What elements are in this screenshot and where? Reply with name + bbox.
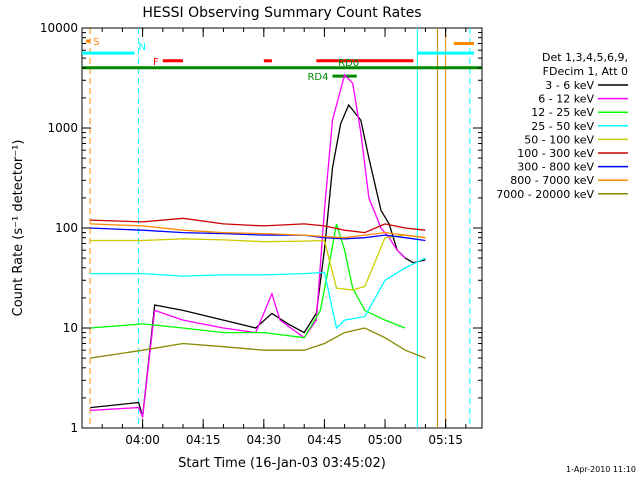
y-tick-label-2: 100 (55, 221, 78, 235)
legend: Det 1,3,4,5,6,9, FDecim 1, Att 0 3 - 6 k… (496, 51, 628, 201)
flag-label-4: F (153, 57, 159, 68)
series-line-7 (90, 223, 426, 239)
y-axis: 1 10 100 1000 10000 (40, 21, 482, 435)
flag-label-8: RD4 (307, 72, 328, 83)
plot-frame (81, 27, 483, 429)
chart-title: HESSI Observing Summary Count Rates (142, 5, 421, 21)
series-line-0 (90, 103, 426, 417)
y-tick-label-3: 1000 (47, 121, 78, 135)
y-tick-label-1: 10 (63, 321, 78, 335)
legend-label-2: 12 - 25 keV (531, 106, 594, 119)
footer-date: 1-Apr-2010 11:10 (566, 465, 636, 474)
x-axis: 04:00 04:15 04:30 04:45 05:00 05:15 (101, 28, 467, 447)
series-line-5 (90, 217, 426, 234)
series-line-4 (90, 234, 426, 291)
x-tick-label-1: 04:15 (186, 433, 221, 447)
y-axis-label: Count Rate (s⁻¹ detector⁻¹) (11, 140, 26, 317)
legend-label-7: 800 - 7000 keV (510, 174, 594, 187)
legend-label-5: 100 - 300 keV (517, 147, 594, 160)
vertical-markers (89, 28, 471, 428)
legend-header-1: Det 1,3,4,5,6,9, (542, 51, 628, 64)
series-lines (90, 73, 426, 420)
series-line-2 (90, 223, 406, 339)
series-line-1 (90, 73, 406, 420)
series-line-3 (90, 257, 426, 330)
legend-label-4: 50 - 100 keV (524, 133, 594, 146)
legend-header-2: FDecim 1, Att 0 (543, 65, 628, 78)
legend-label-0: 3 - 6 keV (545, 79, 594, 92)
flag-label-0: S (93, 37, 99, 48)
legend-label-8: 7000 - 20000 keV (496, 188, 594, 201)
legend-label-6: 300 - 800 keV (517, 161, 594, 174)
legend-label-1: 6 - 12 keV (538, 93, 594, 106)
x-axis-label: Start Time (16-Jan-03 03:45:02) (178, 456, 386, 471)
x-tick-label-2: 04:30 (247, 433, 282, 447)
flag-bars: S NF RD0 RD4 (82, 37, 482, 83)
x-tick-label-4: 05:00 (368, 433, 403, 447)
x-tick-label-3: 04:45 (307, 433, 342, 447)
x-tick-label-5: 05:15 (428, 433, 463, 447)
flag-label-2: N (139, 42, 146, 53)
y-tick-label-0: 1 (70, 421, 78, 435)
x-tick-label-0: 04:00 (125, 433, 160, 447)
legend-label-3: 25 - 50 keV (531, 120, 594, 133)
series-line-8 (90, 327, 426, 359)
y-tick-label-4: 10000 (40, 21, 78, 35)
flag-label-7: RD0 (338, 58, 359, 69)
